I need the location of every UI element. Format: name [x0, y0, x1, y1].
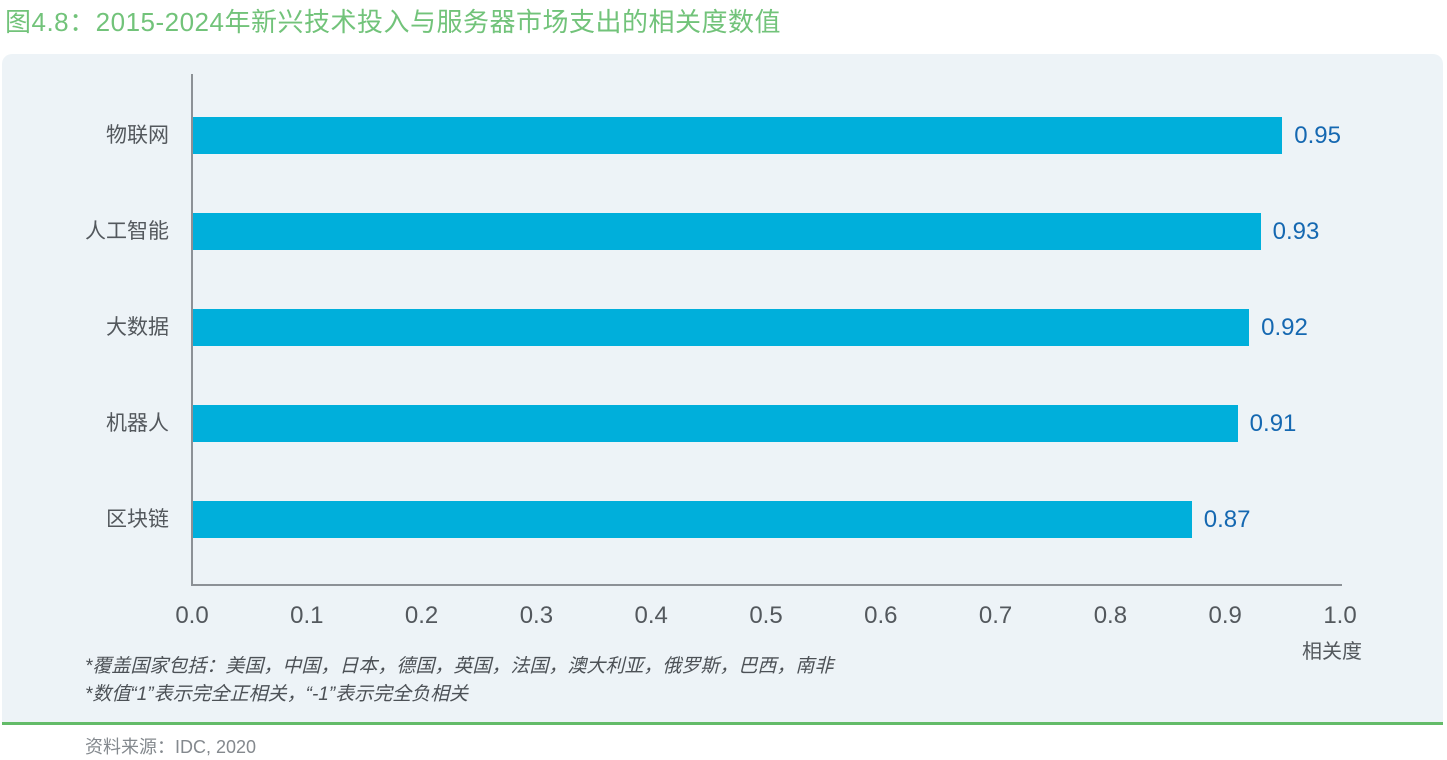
source-note: 资料来源：IDC, 2020 — [85, 737, 257, 757]
chart-title: 图4.8：2015-2024年新兴技术投入与服务器市场支出的相关度数值 — [5, 7, 781, 37]
x-axis-label: 相关度 — [1302, 641, 1362, 663]
bar-row: 0.95 — [193, 117, 1341, 154]
category-label: 区块链 — [106, 508, 169, 531]
x-tick-label: 0.6 — [864, 602, 898, 629]
category-label: 物联网 — [106, 124, 169, 147]
category-axis: 物联网人工智能大数据机器人区块链 — [2, 74, 169, 584]
category-label: 机器人 — [106, 412, 169, 435]
bar-value-label: 0.92 — [1261, 313, 1308, 341]
bar — [193, 213, 1261, 250]
bar-row: 0.93 — [193, 213, 1341, 250]
bar-chart: 0.95 0.93 0.92 0.91 0.87 — [193, 74, 1341, 584]
bar-value-label: 0.91 — [1249, 409, 1297, 437]
bar-row: 0.87 — [193, 501, 1341, 538]
x-tick-label: 0.7 — [978, 602, 1013, 629]
x-tick-label: 0.9 — [1208, 602, 1242, 629]
bar-value-label: 0.93 — [1272, 217, 1320, 245]
x-tick-label: 0.5 — [749, 602, 783, 629]
chart-panel: 物联网人工智能大数据机器人区块链 0.95 0.93 0.92 0.91 0.87 0.… — [2, 54, 1443, 725]
footnote-countries: *覆盖国家包括：美国，中国，日本，德国，英国，法国，澳大利亚，俄罗斯，巴西，南非 — [85, 656, 834, 677]
x-tick-label: 1.0 — [1323, 602, 1357, 629]
bar — [193, 117, 1283, 154]
x-tick-label: 0.0 — [175, 602, 209, 629]
x-tick-label: 0.1 — [290, 602, 324, 629]
bar — [193, 405, 1238, 442]
x-axis-line — [191, 584, 1342, 586]
bar — [193, 501, 1192, 538]
bar-value-label: 0.87 — [1203, 505, 1251, 533]
bar-row: 0.92 — [193, 309, 1341, 346]
category-label: 大数据 — [106, 316, 169, 339]
bar-row: 0.91 — [193, 405, 1341, 442]
x-tick-label: 0.3 — [519, 602, 554, 629]
category-label: 人工智能 — [85, 220, 169, 243]
bar — [193, 309, 1250, 346]
x-tick-label: 0.4 — [634, 602, 668, 629]
x-tick-label: 0.2 — [404, 602, 439, 629]
x-tick-label: 0.8 — [1093, 602, 1128, 629]
footnote-correlation-definition: *数值“1”表示完全正相关，“-1”表示完全负相关 — [85, 684, 469, 705]
bar-value-label: 0.95 — [1294, 121, 1341, 149]
footnotes: *覆盖国家包括：美国，中国，日本，德国，英国，法国，澳大利亚，俄罗斯，巴西，南非… — [85, 653, 833, 709]
y-axis-line — [191, 74, 193, 586]
